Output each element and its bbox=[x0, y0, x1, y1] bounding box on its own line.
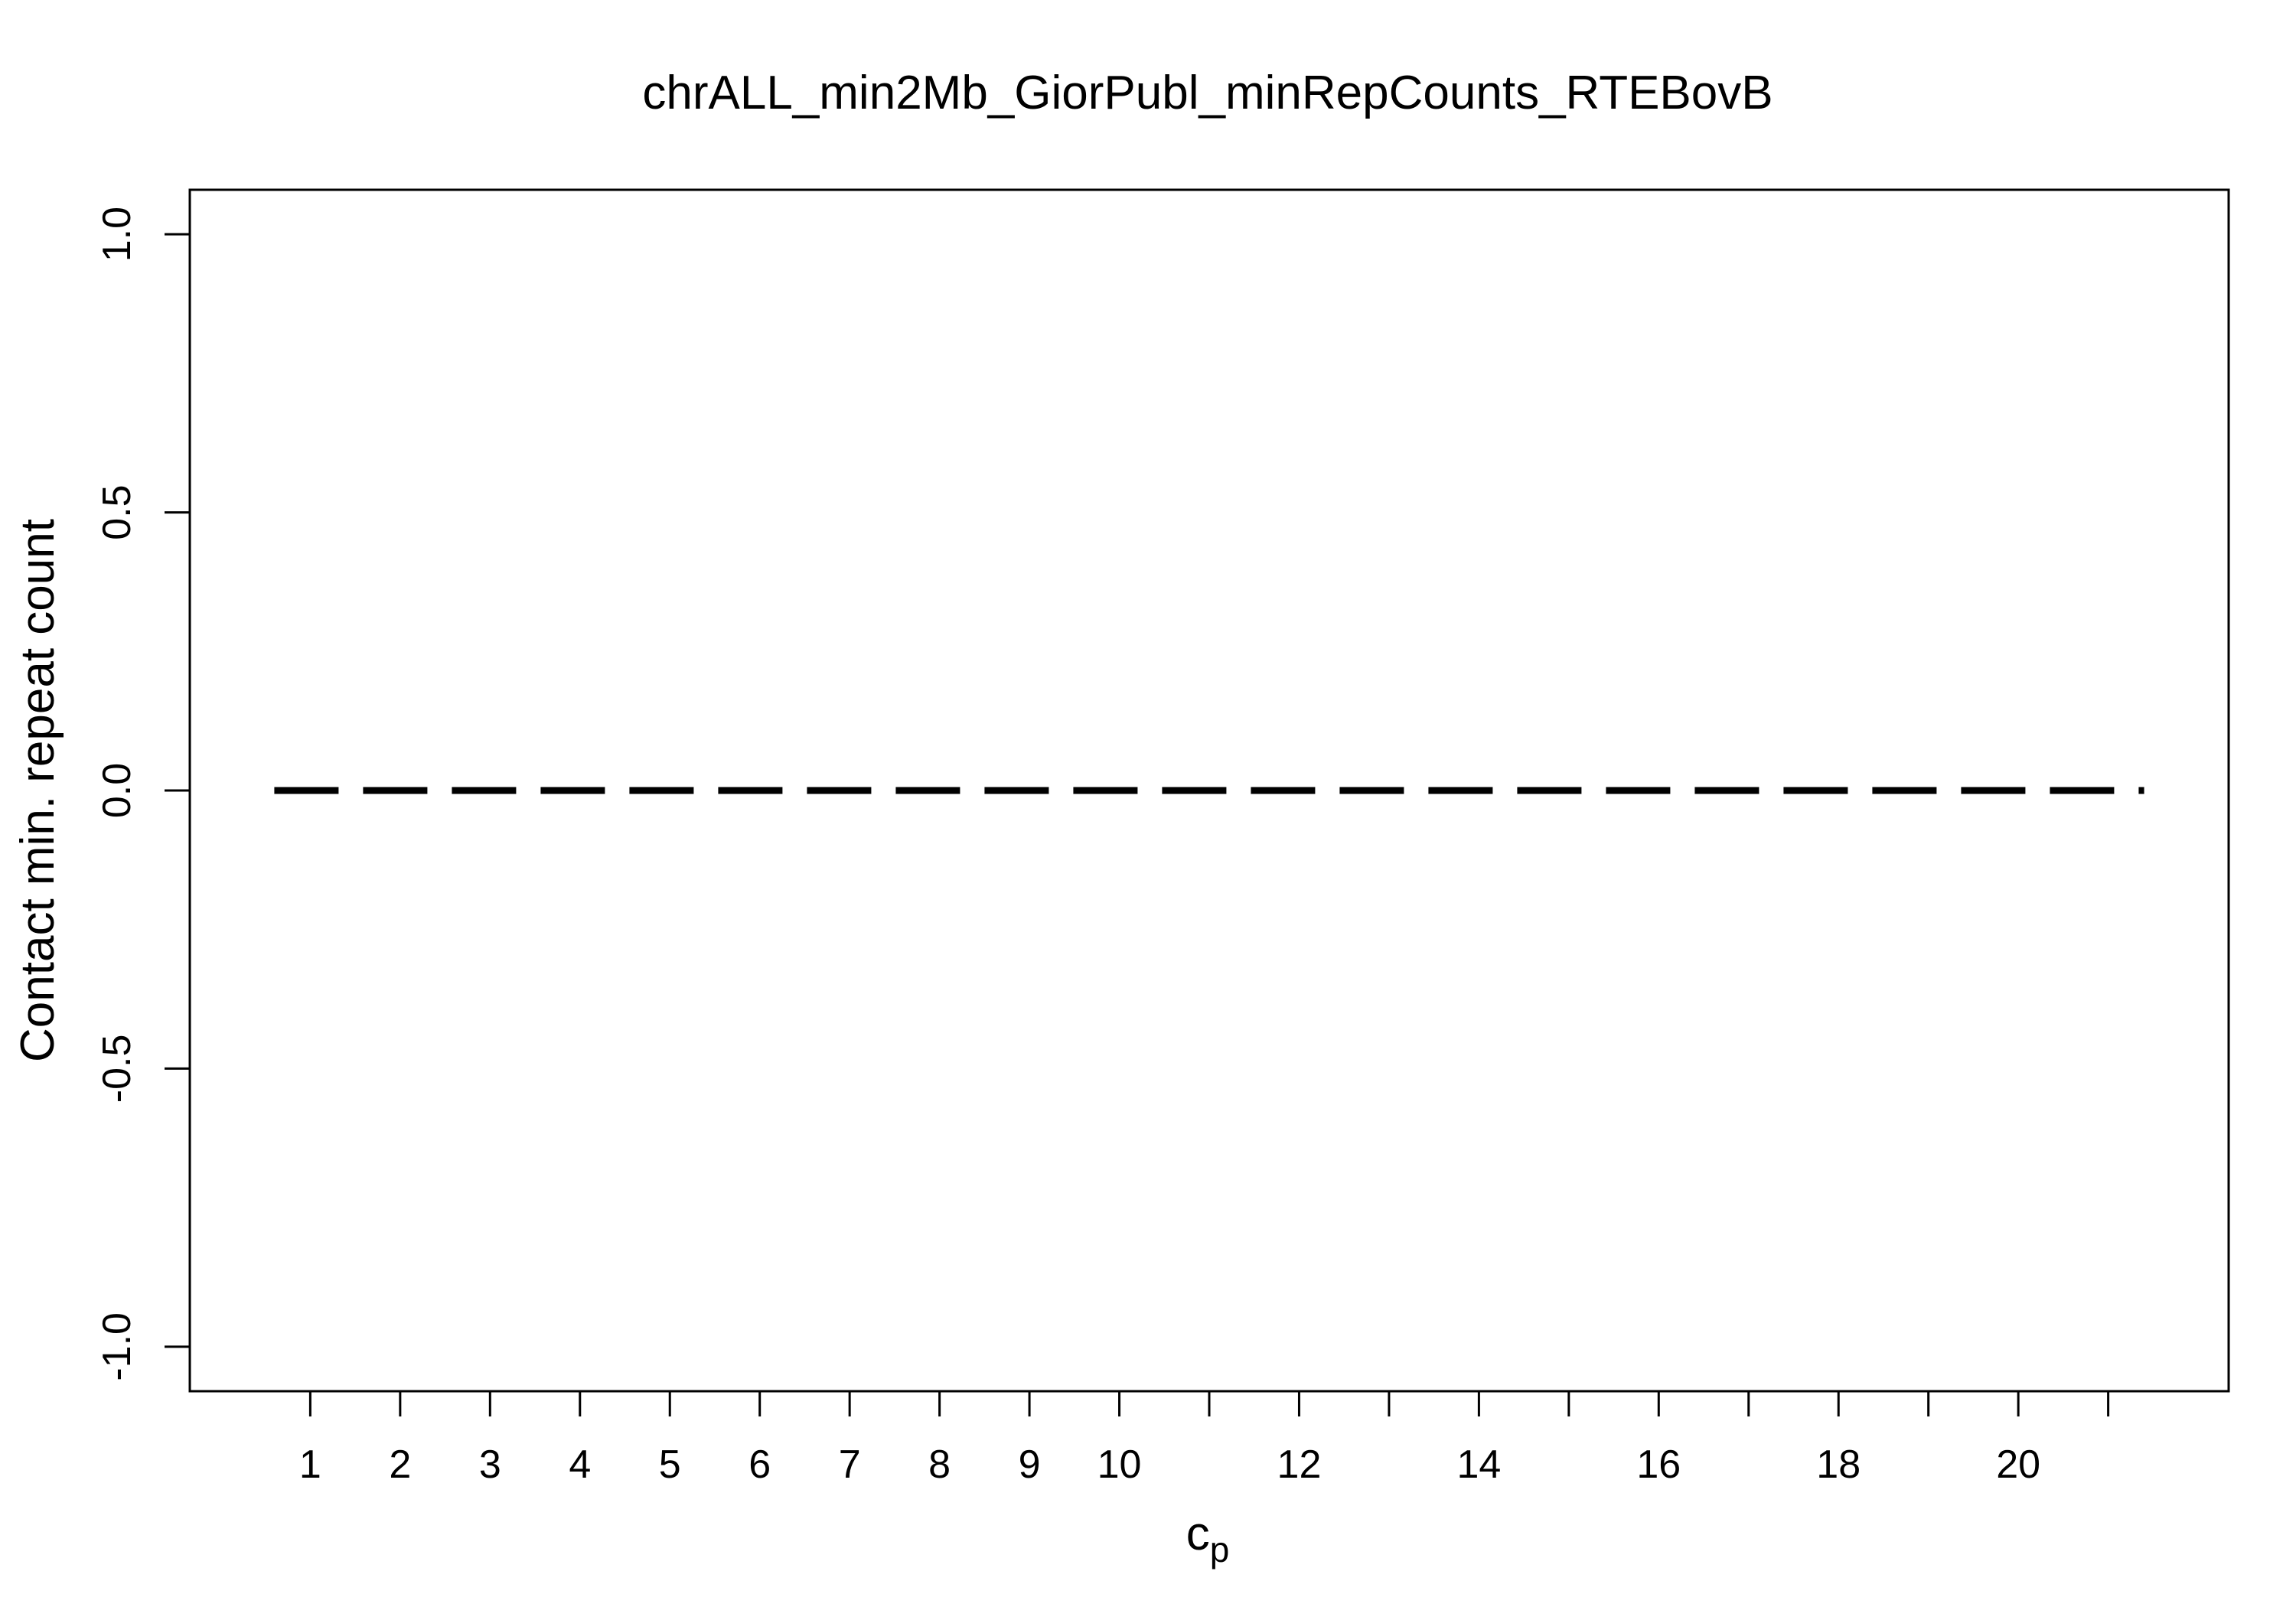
x-tick-label: 4 bbox=[569, 1442, 591, 1487]
x-axis-label-main: c bbox=[1186, 1508, 1210, 1560]
x-tick-label: 18 bbox=[1816, 1442, 1861, 1487]
x-tick-label: 7 bbox=[839, 1442, 861, 1487]
x-tick-label: 14 bbox=[1456, 1442, 1501, 1487]
x-axis: 1 2 3 4 5 6 7 8 9 10 12 14 16 18 20 bbox=[299, 1391, 2110, 1487]
y-tick-label: -1.0 bbox=[95, 1312, 139, 1381]
x-tick-label: 8 bbox=[928, 1442, 951, 1487]
y-axis: -1.0 -0.5 0.0 0.5 1.0 bbox=[95, 207, 191, 1381]
y-axis-label: Contact min. repeat count bbox=[11, 519, 64, 1062]
y-tick-label: 0.0 bbox=[95, 763, 139, 818]
x-axis-label-subscript: p bbox=[1210, 1530, 1230, 1570]
x-tick-label: 9 bbox=[1019, 1442, 1041, 1487]
chart-title: chrALL_min2Mb_GiorPubl_minRepCounts_RTEB… bbox=[642, 67, 1773, 119]
y-tick-label: 0.5 bbox=[95, 484, 139, 539]
x-tick-label: 20 bbox=[1996, 1442, 2040, 1487]
y-tick-label: -0.5 bbox=[95, 1035, 139, 1103]
x-tick-label: 10 bbox=[1097, 1442, 1142, 1487]
x-tick-label: 2 bbox=[389, 1442, 411, 1487]
x-tick-label: 5 bbox=[659, 1442, 681, 1487]
x-tick-label: 3 bbox=[479, 1442, 501, 1487]
x-tick-label: 16 bbox=[1636, 1442, 1681, 1487]
x-tick-label: 12 bbox=[1277, 1442, 1322, 1487]
x-tick-label: 6 bbox=[748, 1442, 771, 1487]
x-axis-label: cp bbox=[1186, 1508, 1230, 1570]
y-tick-label: 1.0 bbox=[95, 207, 139, 262]
x-tick-label: 1 bbox=[299, 1442, 321, 1487]
